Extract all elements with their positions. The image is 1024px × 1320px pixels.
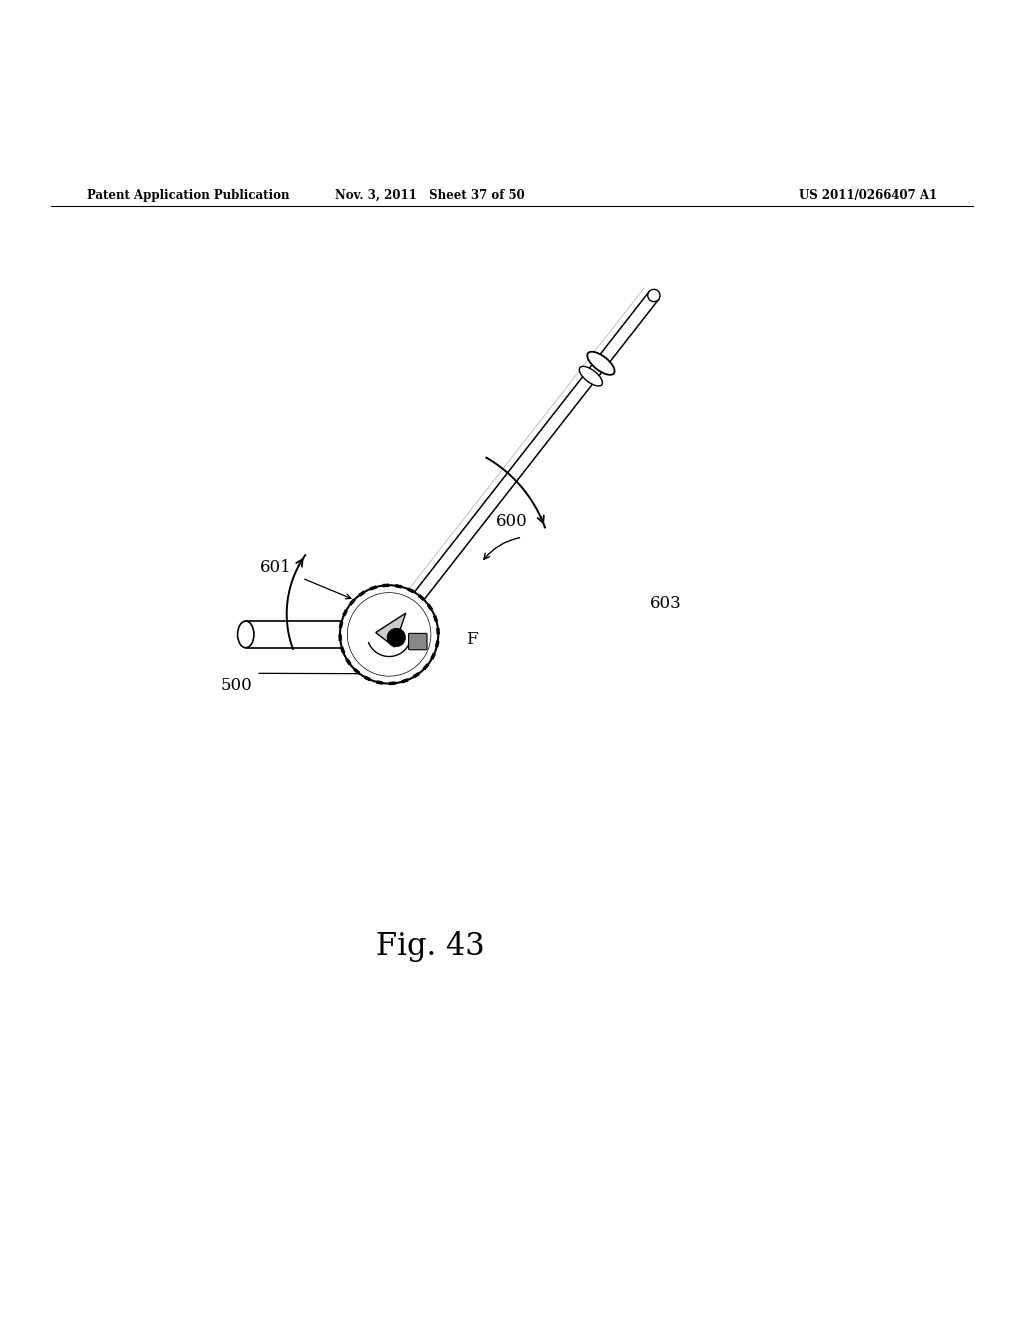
Circle shape [347,593,431,676]
FancyBboxPatch shape [409,634,427,649]
Circle shape [340,585,438,684]
Circle shape [648,289,660,302]
Circle shape [387,628,406,647]
Ellipse shape [580,367,602,385]
Text: 603: 603 [650,595,682,612]
Text: 600: 600 [496,513,528,531]
Text: Fig. 43: Fig. 43 [376,931,484,962]
Polygon shape [376,612,406,647]
Text: US 2011/0266407 A1: US 2011/0266407 A1 [799,189,937,202]
Text: 601: 601 [260,560,292,577]
Text: Nov. 3, 2011   Sheet 37 of 50: Nov. 3, 2011 Sheet 37 of 50 [335,189,525,202]
Ellipse shape [588,351,614,375]
Text: F: F [466,631,477,648]
Text: Patent Application Publication: Patent Application Publication [87,189,290,202]
Text: 500: 500 [220,677,252,694]
Ellipse shape [238,622,254,648]
